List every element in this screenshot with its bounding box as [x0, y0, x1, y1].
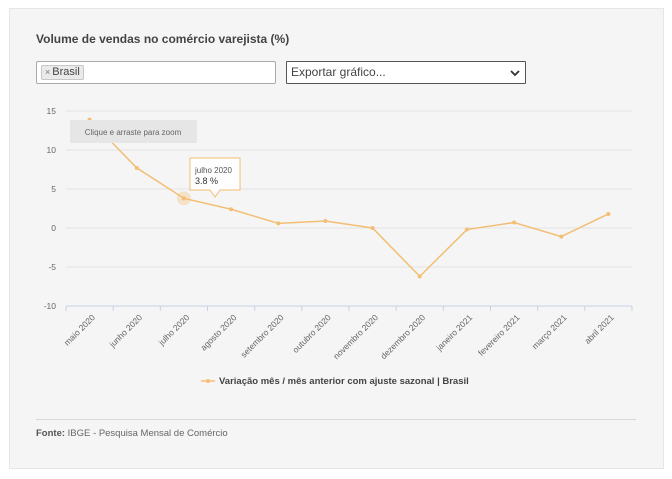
series-path — [89, 119, 609, 278]
remove-tag-icon[interactable]: × — [45, 67, 51, 77]
divider — [36, 419, 636, 420]
zoom-hint: Clique e arraste para zoom — [70, 120, 197, 143]
data-point[interactable] — [417, 274, 422, 279]
region-tag-label: Brasil — [52, 66, 80, 78]
legend-label: Variação mês / mês anterior com ajuste s… — [219, 376, 469, 387]
data-point[interactable] — [323, 218, 328, 223]
chart-panel — [9, 8, 664, 469]
data-point[interactable] — [370, 226, 375, 230]
legend-marker — [206, 379, 210, 383]
y-tick-label: 0 — [51, 223, 56, 233]
data-point[interactable] — [134, 165, 139, 170]
x-axis: maio 2020 junho 2020 julho 2020 agosto 2020… — [62, 305, 633, 361]
series-line — [87, 117, 611, 279]
y-tick-label: 15 — [47, 106, 57, 116]
data-point[interactable] — [229, 207, 234, 212]
region-select[interactable]: × Brasil — [36, 61, 276, 84]
x-tick-label: novembro 2020 — [331, 312, 380, 361]
x-tick-label: outubro 2020 — [290, 312, 333, 355]
x-tick-label: março 2021 — [530, 312, 569, 351]
y-tick-label: 5 — [51, 184, 56, 194]
data-point[interactable] — [276, 221, 281, 226]
tooltip-value: 3.8 % — [195, 176, 218, 186]
export-select[interactable]: Exportar gráfico... — [286, 61, 526, 84]
chart-title: Volume de vendas no comércio varejista (… — [36, 32, 290, 46]
legend[interactable]: Variação mês / mês anterior com ajuste s… — [201, 376, 469, 387]
tooltip: julho 2020 3.8 % — [189, 157, 241, 198]
y-tick-label: 10 — [47, 145, 57, 155]
x-tick-label: janeiro 2021 — [433, 312, 474, 353]
chevron-down-icon — [510, 70, 520, 77]
source-label: Fonte: — [36, 428, 66, 439]
x-tick-label: setembro 2020 — [238, 312, 285, 359]
data-point[interactable] — [559, 234, 564, 239]
x-tick-label: julho 2020 — [156, 312, 192, 348]
source-note: Fonte: IBGE - Pesquisa Mensal de Comérci… — [36, 428, 228, 439]
x-tick-label: agosto 2020 — [198, 312, 238, 352]
x-tick-label: dezembro 2020 — [378, 312, 427, 361]
y-tick-label: -5 — [48, 262, 56, 272]
x-tick-label: junho 2020 — [107, 312, 145, 350]
export-label: Exportar gráfico... — [291, 65, 386, 79]
region-tag[interactable]: × Brasil — [41, 65, 84, 80]
data-point[interactable] — [606, 211, 611, 216]
y-axis: 15 10 5 0 -5 -10 — [44, 106, 57, 311]
x-tick-label: maio 2020 — [62, 312, 97, 347]
x-tick-label: fevereiro 2021 — [476, 312, 522, 358]
x-tick-label: abril 2021 — [582, 312, 616, 346]
zoom-hint-text: Clique e arraste para zoom — [85, 128, 182, 137]
tooltip-date: julho 2020 — [194, 166, 232, 175]
data-point[interactable] — [512, 220, 517, 225]
data-point[interactable] — [464, 227, 469, 232]
data-point[interactable] — [181, 196, 186, 201]
grid-lines — [66, 110, 632, 268]
source-text: IBGE - Pesquisa Mensal de Comércio — [67, 428, 228, 439]
y-tick-label: -10 — [44, 301, 57, 311]
